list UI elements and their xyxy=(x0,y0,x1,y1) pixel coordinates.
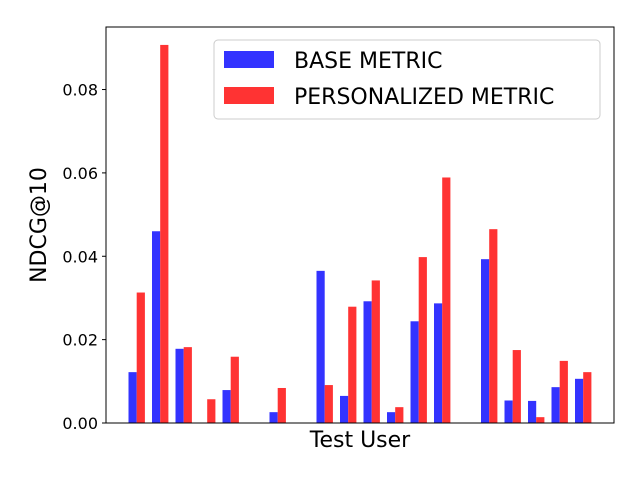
bar-base-17 xyxy=(504,400,513,423)
legend-box xyxy=(213,39,601,120)
y-axis-label: NDCG@10 xyxy=(27,167,52,283)
bar-personalized-16 xyxy=(489,229,498,423)
bar-base-19 xyxy=(551,387,560,423)
bar-base-2 xyxy=(152,231,161,423)
bar-personalized-2 xyxy=(160,44,169,424)
y-tick-label: 0.08 xyxy=(62,81,98,100)
bar-personalized-9 xyxy=(324,385,333,423)
bars-group xyxy=(128,44,592,424)
y-tick-label: 0.06 xyxy=(62,164,98,183)
plot-frame xyxy=(105,26,615,424)
bar-personalized-13 xyxy=(418,257,427,423)
bar-base-11 xyxy=(363,301,372,423)
legend: BASE METRIC PERSONALIZED METRIC xyxy=(213,39,601,120)
bar-base-18 xyxy=(528,400,537,423)
bar-base-9 xyxy=(316,270,325,423)
y-tick-label: 0.04 xyxy=(62,247,98,266)
bar-personalized-11 xyxy=(371,280,380,423)
bar-base-3 xyxy=(175,348,184,423)
bar-personalized-18 xyxy=(536,417,545,423)
bar-personalized-3 xyxy=(183,347,192,423)
legend-swatch-base xyxy=(224,51,274,68)
bar-personalized-17 xyxy=(512,350,521,423)
x-axis-label: Test User xyxy=(309,428,411,453)
bar-base-20 xyxy=(575,378,584,423)
bar-personalized-7 xyxy=(277,387,286,423)
bar-personalized-19 xyxy=(559,360,568,423)
bar-personalized-1 xyxy=(136,292,145,423)
bar-base-7 xyxy=(269,412,278,423)
legend-label-personalized: PERSONALIZED METRIC xyxy=(294,85,554,110)
bar-personalized-4 xyxy=(207,399,216,423)
bar-base-1 xyxy=(128,372,137,423)
bar-base-12 xyxy=(387,412,396,423)
bar-base-16 xyxy=(481,259,490,423)
bar-base-5 xyxy=(222,390,231,423)
bar-base-14 xyxy=(434,303,443,423)
y-axis: 0.00 0.02 0.04 0.06 0.08 xyxy=(62,81,106,433)
legend-swatch-personalized xyxy=(224,87,274,104)
bar-personalized-20 xyxy=(583,372,592,423)
bar-personalized-14 xyxy=(442,177,451,423)
bar-personalized-10 xyxy=(348,306,357,423)
bar-personalized-12 xyxy=(395,407,404,423)
bar-personalized-5 xyxy=(230,356,239,423)
y-tick-label: 0.02 xyxy=(62,331,98,350)
bar-base-13 xyxy=(410,321,419,423)
legend-label-base: BASE METRIC xyxy=(294,49,442,74)
bar-base-10 xyxy=(340,395,349,423)
y-tick-label: 0.00 xyxy=(62,414,98,433)
